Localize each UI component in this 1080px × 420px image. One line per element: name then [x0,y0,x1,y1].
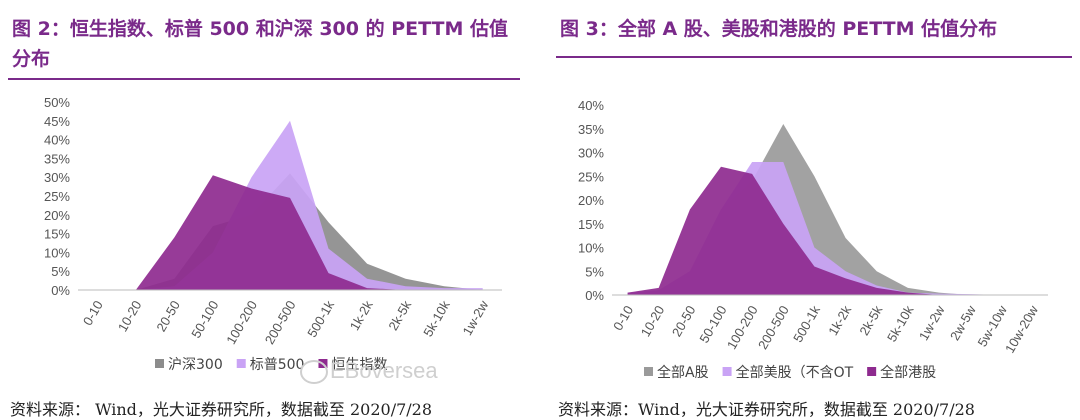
y-tick-label: 15% [578,217,604,232]
x-tick-label: 5k-10k [884,303,917,345]
chart-panel-right: 图 3：全部 A 股、美股和港股的 PETTM 估值分布 0% 5% 10% 15% 2… [548,0,1080,420]
source-note: 资料来源：Wind，光大证券研究所，数据截至 2020/7/28 [558,400,975,419]
legend-swatch [155,359,164,368]
y-tick-label: 10% [44,245,70,260]
x-tick-label: 20-50 [153,298,183,334]
y-tick-label: 40% [44,133,70,148]
x-tick-label: 2k-5k [856,303,885,338]
x-tick-label: 1w-2w [916,302,948,343]
y-tick-label: 40% [578,98,604,113]
legend-label: 标普500 [250,357,305,373]
y-tick-label: 35% [44,151,70,166]
x-tick-label: 5k-10k [420,298,453,340]
y-tick-label: 5% [585,264,604,279]
watermark: EBoversea [330,358,438,383]
x-tick-label: 100-200 [223,298,260,347]
x-tick-label: 20-50 [669,303,699,339]
title-rule [556,56,1072,58]
series-area [97,175,483,290]
x-tick-label: 0-10 [80,298,106,328]
x-tick-label: 0-10 [610,303,636,333]
chart-svg-right: 0%5%10%15%20%25%30%35%40%0-10 10-20 20-505… [578,98,1048,381]
x-tick-label: 10-20 [115,298,145,334]
y-tick-label: 30% [578,146,604,161]
x-tick-label: 1w-2w [460,297,492,338]
y-tick-label: 30% [44,170,70,185]
x-tick-label: 50-100 [696,303,729,346]
y-tick-label: 20% [578,193,604,208]
y-tick-label: 5% [51,264,70,279]
x-tick-label: 50-100 [188,298,221,341]
x-tick-label: 1k-2k [347,298,376,333]
legend-label: 全部美股（不含OT [736,364,854,381]
y-tick-label: 25% [44,189,70,204]
y-tick-label: 20% [44,208,70,223]
x-tick-label: 2w-5w [947,302,979,343]
y-tick-label: 15% [44,227,70,242]
y-tick-label: 10% [578,241,604,256]
x-tick-label: 200-500 [755,303,792,352]
legend-label: 全部A股 [657,364,709,381]
x-tick-label: 500-1k [790,303,823,345]
y-tick-label: 0% [51,283,70,298]
x-tick-label: 500-1k [304,298,337,340]
legend-label: 恒生指数 [331,357,387,373]
legend-swatch [722,367,732,376]
legend-swatch [867,367,877,376]
title-rule [8,78,520,80]
y-tick-label: 0% [585,288,604,303]
x-tick-label: 10-20 [638,303,668,339]
x-tick-label: 2k-5k [385,298,414,333]
chart-title: 图 2：恒生指数、标普 500 和沪深 300 的 PETTM 估值分布 [12,18,509,70]
x-tick-label: 200-500 [262,298,299,347]
wechat-icon [300,360,328,384]
y-tick-label: 45% [44,114,70,129]
x-tick-label: 1k-2k [825,303,854,338]
chart-svg-left: 0% 5% 10% 15% 20% 25% 30% 35% 40% 45% 50% 0-10 10-20… [44,95,502,373]
chart-title: 图 3：全部 A 股、美股和港股的 PETTM 估值分布 [560,18,998,40]
legend-label: 沪深300 [168,357,223,373]
legend-swatch [236,359,246,368]
chart-panel-left: 图 2：恒生指数、标普 500 和沪深 300 的 PETTM 估值分布 0% 5… [0,0,530,420]
source-note: 资料来源： Wind，光大证券研究所，数据截至 2020/7/28 [10,400,433,419]
legend-swatch [644,367,653,376]
series-area [627,166,1033,295]
y-tick-label: 50% [44,95,70,110]
y-tick-label: 25% [578,169,604,184]
legend-label: 全部港股 [880,364,936,381]
y-tick-label: 35% [578,122,604,137]
